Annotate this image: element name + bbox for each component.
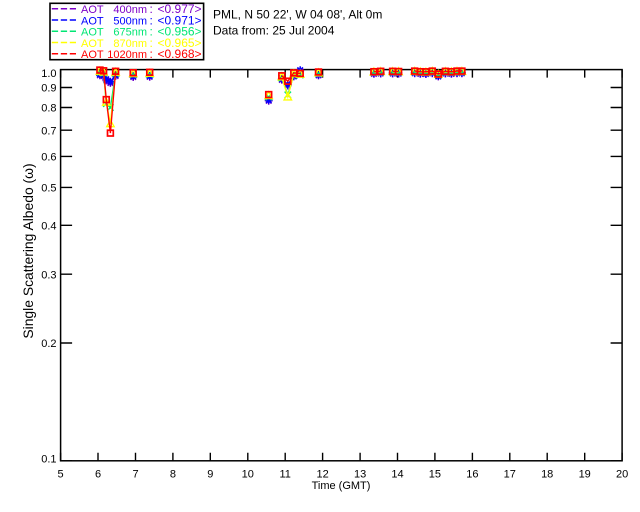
svg-text:7: 7 (132, 469, 138, 481)
svg-text:0.7: 0.7 (41, 125, 56, 137)
svg-text::: : (150, 47, 153, 61)
svg-text:675nm: 675nm (113, 27, 147, 39)
svg-text:PML, N 50 22', W 04 08', Alt 0: PML, N 50 22', W 04 08', Alt 0m (213, 8, 382, 22)
svg-text:AOT: AOT (81, 38, 104, 50)
svg-text:18: 18 (541, 469, 553, 481)
svg-text:0.4: 0.4 (41, 221, 56, 233)
svg-text::: : (150, 13, 153, 27)
svg-text:1.0: 1.0 (41, 68, 56, 80)
svg-text:<0.965>: <0.965> (158, 36, 202, 50)
svg-text:9: 9 (207, 469, 213, 481)
svg-text:Data from: 25 Jul 2004: Data from: 25 Jul 2004 (213, 24, 335, 38)
svg-text:AOT: AOT (81, 49, 104, 61)
svg-text:0.9: 0.9 (41, 83, 56, 95)
svg-text:14: 14 (391, 469, 403, 481)
svg-text:500nm: 500nm (113, 15, 147, 27)
svg-text:20: 20 (616, 469, 628, 481)
svg-text:1020nm: 1020nm (107, 49, 147, 61)
svg-text:400nm: 400nm (113, 4, 147, 16)
svg-text:10: 10 (242, 469, 254, 481)
svg-text:8: 8 (170, 469, 176, 481)
svg-text:<0.977>: <0.977> (158, 2, 202, 16)
svg-text::: : (150, 25, 153, 39)
svg-text:AOT: AOT (81, 4, 104, 16)
svg-text:0.6: 0.6 (41, 152, 56, 164)
svg-text:AOT: AOT (81, 27, 104, 39)
svg-text:0.2: 0.2 (41, 338, 56, 350)
svg-text:Single Scattering Albedo (ω): Single Scattering Albedo (ω) (20, 163, 36, 338)
svg-text:5: 5 (58, 469, 64, 481)
svg-text::: : (150, 2, 153, 16)
svg-text:0.3: 0.3 (41, 269, 56, 281)
svg-text:12: 12 (316, 469, 328, 481)
svg-text:0.1: 0.1 (41, 453, 56, 465)
svg-text:Time (GMT): Time (GMT) (312, 480, 371, 492)
svg-text:6: 6 (95, 469, 101, 481)
svg-text:15: 15 (429, 469, 441, 481)
svg-text:870nm: 870nm (113, 38, 147, 50)
svg-text:<0.971>: <0.971> (158, 13, 202, 27)
svg-text:17: 17 (504, 469, 516, 481)
svg-text:11: 11 (279, 469, 290, 481)
svg-text::: : (150, 36, 153, 50)
svg-text:0.5: 0.5 (41, 183, 56, 195)
svg-text:<0.956>: <0.956> (158, 25, 202, 39)
svg-text:AOT: AOT (81, 15, 104, 27)
svg-text:0.8: 0.8 (41, 103, 56, 115)
svg-text:19: 19 (579, 469, 591, 481)
svg-text:<0.968>: <0.968> (158, 47, 202, 61)
svg-text:13: 13 (354, 469, 366, 481)
svg-text:16: 16 (466, 469, 478, 481)
